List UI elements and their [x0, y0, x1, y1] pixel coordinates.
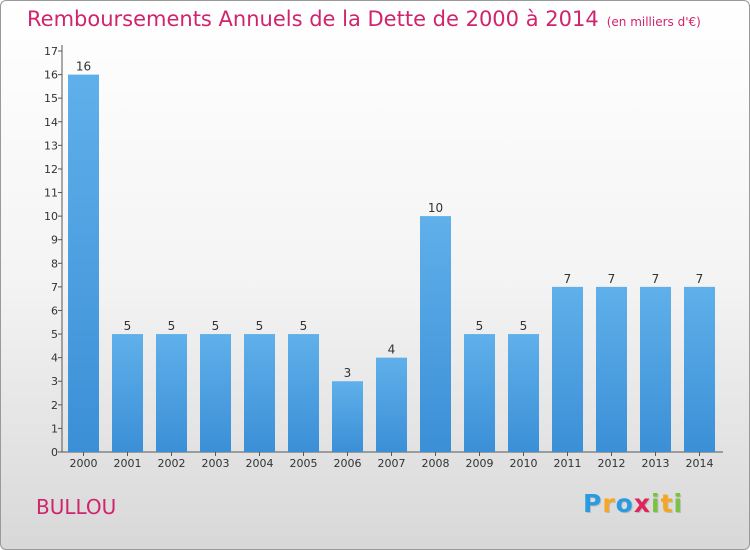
x-tick-label: 2009	[466, 457, 494, 470]
x-tick-label: 2004	[246, 457, 274, 470]
bar-value-label: 5	[256, 319, 264, 333]
y-tick-label: 17	[44, 45, 58, 58]
x-tick-label: 2005	[290, 457, 318, 470]
bar	[684, 286, 715, 452]
bar	[112, 334, 143, 452]
y-tick-label: 11	[44, 187, 58, 200]
x-tick-label: 2011	[554, 457, 582, 470]
logo-letter: o	[615, 489, 634, 518]
bar-value-label: 7	[696, 272, 704, 286]
y-tick-label: 14	[44, 116, 58, 129]
x-tick-label: 2001	[114, 457, 142, 470]
y-tick-label: 7	[51, 281, 58, 294]
x-tick-label: 2006	[334, 457, 362, 470]
bar	[156, 334, 187, 452]
bar-value-label: 5	[168, 319, 176, 333]
x-tick-label: 2000	[70, 457, 98, 470]
proxiti-logo: Proxiti	[583, 489, 683, 518]
y-tick-label: 8	[51, 257, 58, 270]
bar	[332, 381, 363, 452]
x-tick-label: 2013	[642, 457, 670, 470]
commune-name: BULLOU	[36, 495, 117, 519]
logo-letter: P	[583, 489, 603, 518]
logo-letter: i	[673, 489, 684, 518]
bar-value-label: 3	[344, 366, 352, 380]
bar-value-label: 7	[564, 272, 572, 286]
y-tick-label: 12	[44, 163, 58, 176]
x-tick-label: 2007	[378, 457, 406, 470]
y-tick-label: 6	[51, 304, 58, 317]
bar	[552, 286, 583, 452]
bar	[464, 334, 495, 452]
logo-letter: x	[633, 489, 651, 518]
bar-value-label: 5	[300, 319, 308, 333]
bar-value-label: 7	[652, 272, 660, 286]
y-tick-label: 3	[51, 375, 58, 388]
bar	[596, 286, 627, 452]
y-tick-label: 13	[44, 139, 58, 152]
bar-value-label: 16	[76, 60, 91, 74]
x-tick-label: 2003	[202, 457, 230, 470]
y-tick-label: 9	[51, 234, 58, 247]
bar	[640, 286, 671, 452]
bar	[244, 334, 275, 452]
y-tick-label: 15	[44, 92, 58, 105]
x-tick-label: 2014	[686, 457, 714, 470]
y-tick-label: 5	[51, 328, 58, 341]
y-tick-label: 10	[44, 210, 58, 223]
logo-letter: r	[602, 489, 616, 518]
x-tick-label: 2012	[598, 457, 626, 470]
y-tick-label: 1	[51, 422, 58, 435]
chart-subtitle: (en milliers d'€)	[606, 15, 701, 29]
bar	[68, 74, 99, 453]
y-tick-label: 2	[51, 399, 58, 412]
bar	[200, 334, 231, 452]
bar-value-label: 5	[520, 319, 528, 333]
logo-letter: t	[660, 489, 674, 518]
y-tick-label: 16	[44, 69, 58, 82]
y-tick-label: 4	[51, 352, 58, 365]
bar	[376, 357, 407, 452]
chart-title: Remboursements Annuels de la Dette de 20…	[27, 7, 701, 31]
chart-title-text: Remboursements Annuels de la Dette de 20…	[27, 7, 599, 31]
bar-value-label: 5	[476, 319, 484, 333]
bar-value-label: 5	[212, 319, 220, 333]
bar-value-label: 4	[388, 343, 396, 357]
bar-value-label: 5	[124, 319, 132, 333]
bar	[420, 216, 451, 452]
x-tick-label: 2002	[158, 457, 186, 470]
bar	[508, 334, 539, 452]
bar	[288, 334, 319, 452]
y-tick-label: 0	[51, 446, 58, 459]
bar-value-label: 7	[608, 272, 616, 286]
x-tick-label: 2010	[510, 457, 538, 470]
bar-value-label: 10	[428, 201, 443, 215]
x-tick-label: 2008	[422, 457, 450, 470]
logo-letter: i	[651, 489, 661, 518]
